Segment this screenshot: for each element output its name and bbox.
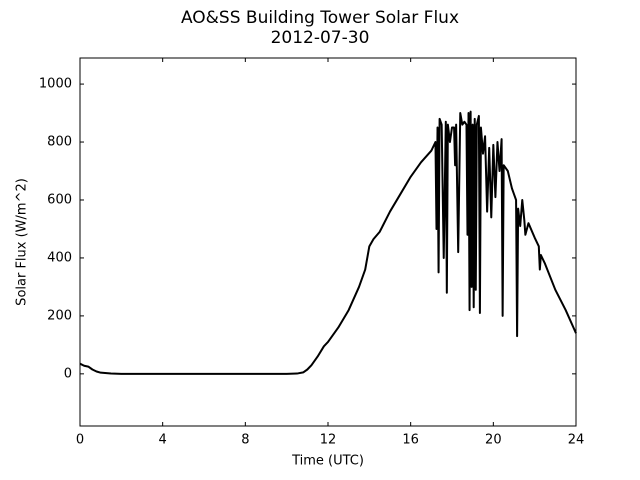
chart-title: AO&SS Building Tower Solar Flux — [181, 8, 459, 28]
y-tick-label: 800 — [47, 135, 72, 150]
chart-subtitle: 2012-07-30 — [271, 28, 370, 48]
x-tick-label: 0 — [76, 433, 84, 448]
y-tick-label: 600 — [47, 192, 72, 207]
y-tick-label: 200 — [47, 308, 72, 323]
x-tick-label: 8 — [241, 433, 249, 448]
y-axis-label: Solar Flux (W/m^2) — [15, 178, 30, 306]
plot-frame — [79, 57, 577, 427]
x-axis-label: Time (UTC) — [291, 454, 364, 469]
x-tick-label: 12 — [320, 433, 337, 448]
y-tick-label: 0 — [64, 366, 72, 381]
y-tick-label: 1000 — [39, 77, 72, 92]
x-tick-label: 20 — [485, 433, 502, 448]
flux-line — [79, 110, 577, 375]
y-tick-label: 400 — [47, 250, 72, 265]
x-tick-label: 16 — [402, 433, 419, 448]
x-tick-label: 24 — [568, 433, 585, 448]
x-tick-label: 4 — [159, 433, 167, 448]
